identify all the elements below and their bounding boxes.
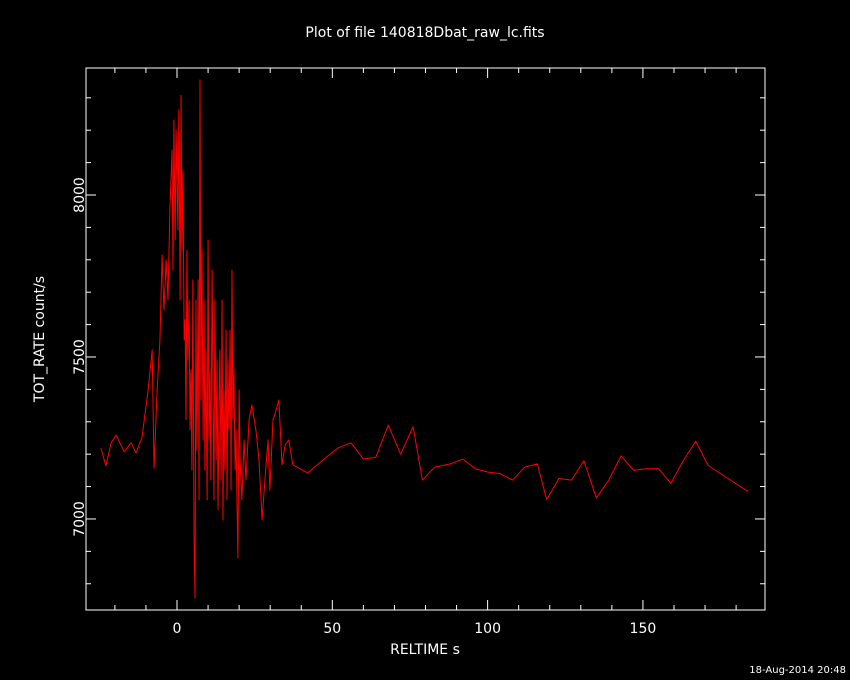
x-axis-label: RELTIME s: [390, 642, 460, 658]
y-tick-label: 7500: [72, 339, 88, 375]
data-line: [100, 79, 749, 599]
x-tick-label: 100: [474, 621, 501, 637]
chart-title: Plot of file 140818Dbat_raw_lc.fits: [305, 25, 544, 41]
x-tick-label: 150: [630, 621, 657, 637]
y-tick-label: 8000: [72, 177, 88, 213]
timestamp: 18-Aug-2014 20:48: [749, 665, 846, 676]
y-axis-label: TOT_RATE count/s: [32, 276, 48, 403]
y-tick-label: 7000: [72, 501, 88, 537]
x-tick-label: 0: [173, 621, 182, 637]
x-tick-label: 50: [323, 621, 341, 637]
